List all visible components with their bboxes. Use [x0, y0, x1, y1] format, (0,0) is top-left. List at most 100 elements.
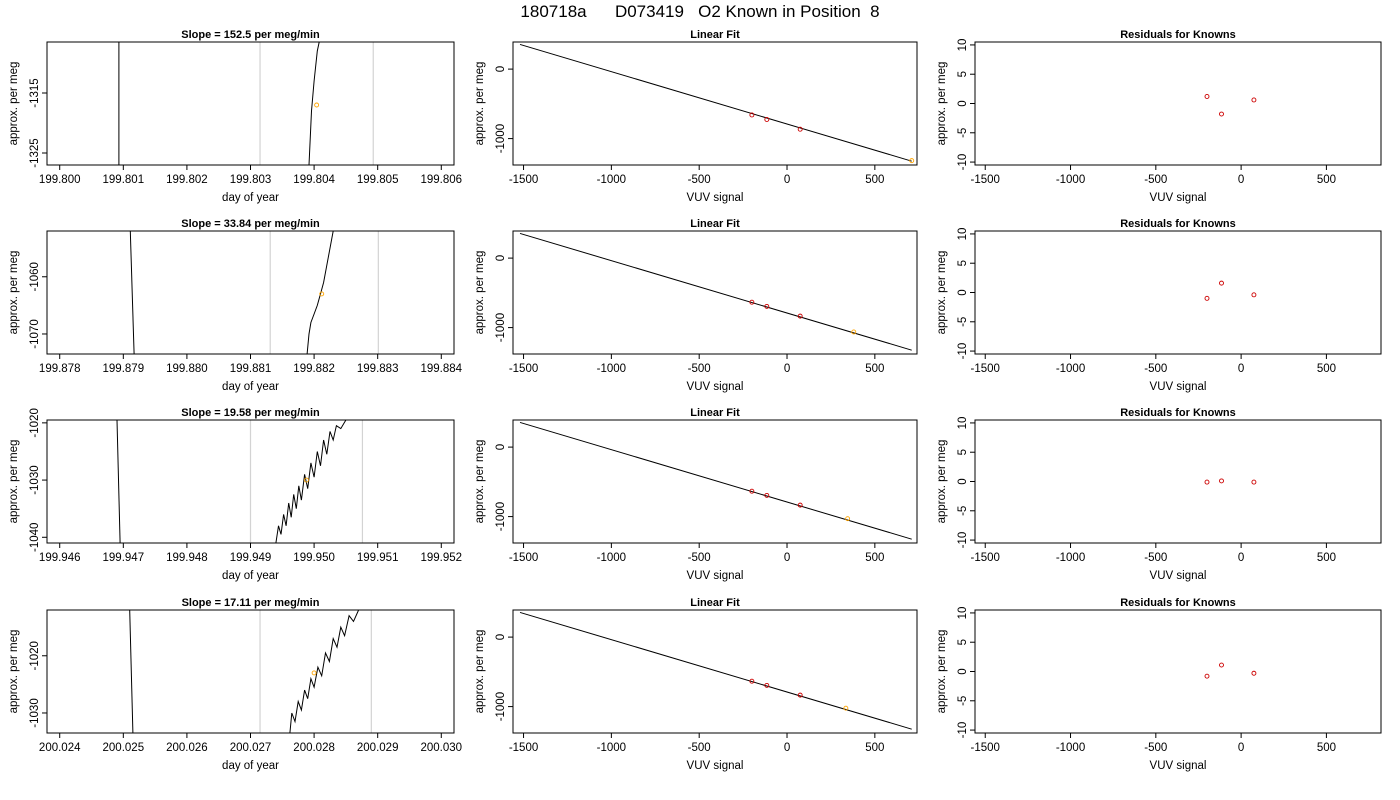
x-tick-label: 199.801: [103, 174, 145, 186]
y-tick-label: 0: [495, 255, 507, 261]
x-tick-label: 500: [1317, 742, 1336, 754]
x-tick-label: -1000: [597, 363, 626, 375]
y-tick-label: 0: [495, 634, 507, 640]
residual-point: [1251, 479, 1257, 485]
residual-point: [1251, 292, 1257, 298]
x-tick-label: -1000: [1056, 174, 1085, 186]
figure-title: 180718a D073419 O2 Known in Position 8: [520, 2, 880, 21]
plot-frame: [974, 419, 1382, 544]
x-axis-label: VUV signal: [687, 760, 744, 772]
plot-area: [519, 43, 915, 164]
y-tick-label: -1000: [495, 313, 507, 342]
known-point: [749, 299, 755, 305]
panel-resid-2: Residuals for Knowns -1500 -1000 -500 0 500 VU…: [936, 218, 1382, 393]
x-tick-label: -500: [688, 174, 711, 186]
known-point: [797, 502, 803, 508]
x-tick-label: -1500: [971, 363, 1000, 375]
panel-title: Slope = 152.5 per meg/min: [181, 29, 320, 41]
x-tick-label: -1000: [597, 552, 626, 564]
known-point: [749, 488, 755, 494]
y-tick-label: -10: [957, 722, 969, 739]
x-tick-label: -1000: [1056, 363, 1085, 375]
residual-point: [1204, 479, 1210, 485]
x-axis-label: day of year: [222, 570, 279, 582]
residual-point: [1204, 295, 1210, 301]
x-tick-label: 199.952: [420, 552, 462, 564]
residual-point: [1251, 670, 1257, 676]
panel-time-2: Slope = 33.84 per meg/min 199.878 199.879 1…: [8, 218, 463, 393]
x-axis-label: VUV signal: [1150, 192, 1207, 204]
fit-line: [519, 421, 912, 540]
x-tick-label: 199.804: [293, 174, 335, 186]
x-tick-label: 0: [1238, 742, 1244, 754]
x-tick-label: -500: [1144, 742, 1167, 754]
x-tick-label: 200.028: [293, 742, 335, 754]
x-tick-label: 500: [865, 174, 884, 186]
y-tick-label: -1070: [29, 319, 41, 348]
plot-area: [129, 610, 372, 733]
y-tick-label: -1030: [29, 698, 41, 727]
panel-fit-2: Linear Fit -1500 -1000 -500 0 500 VUV signal -1…: [474, 218, 918, 393]
y-tick-label: -1030: [29, 465, 41, 494]
panel-title: Slope = 17.11 per meg/min: [182, 597, 320, 609]
y-axis-label: approx. per meg: [8, 630, 20, 714]
y-axis-label: approx. per meg: [474, 62, 486, 146]
plot-frame: [512, 609, 918, 734]
x-tick-label: 199.948: [166, 552, 208, 564]
x-tick-label: 199.800: [39, 174, 81, 186]
plot-frame: [974, 609, 1382, 734]
plot-frame: [974, 41, 1382, 166]
y-tick-label: 10: [957, 417, 969, 430]
sample-point: [909, 158, 915, 164]
x-axis-label: VUV signal: [1150, 381, 1207, 393]
x-tick-label: 200.029: [357, 742, 399, 754]
plot-area: [118, 42, 374, 165]
signal-trace: [308, 42, 320, 165]
y-tick-label: -1000: [495, 502, 507, 531]
x-tick-label: 0: [1238, 174, 1244, 186]
y-axis-label: approx. per meg: [8, 251, 20, 335]
sample-point: [311, 670, 317, 676]
x-tick-label: 199.883: [357, 363, 399, 375]
y-tick-label: -1020: [29, 641, 41, 670]
known-point: [764, 117, 770, 122]
y-axis-label: approx. per meg: [8, 440, 20, 524]
x-axis-label: VUV signal: [687, 192, 744, 204]
x-tick-label: 200.027: [230, 742, 272, 754]
plot-frame: [46, 609, 455, 734]
x-axis-label: VUV signal: [687, 381, 744, 393]
signal-trace: [306, 231, 334, 354]
y-tick-label: 10: [957, 607, 969, 620]
y-tick-label: 5: [957, 260, 969, 266]
y-tick-label: -5: [957, 696, 969, 706]
x-tick-label: 500: [1317, 174, 1336, 186]
plot-area: [1204, 662, 1257, 679]
panel-title: Residuals for Knowns: [1120, 597, 1236, 609]
x-tick-label: -1500: [509, 363, 538, 375]
y-tick-label: 0: [957, 100, 969, 106]
x-tick-label: 199.805: [357, 174, 399, 186]
y-tick-label: 0: [957, 668, 969, 674]
y-tick-label: 5: [957, 639, 969, 645]
plot-area: [1204, 478, 1257, 485]
known-point: [797, 126, 803, 132]
panel-title: Linear Fit: [690, 597, 740, 609]
known-point: [764, 303, 770, 309]
y-axis-label: approx. per meg: [936, 440, 948, 524]
plot-frame: [974, 230, 1382, 355]
panel-fit-3: Linear Fit -1500 -1000 -500 0 500 VUV signal -1…: [474, 407, 918, 582]
y-tick-label: -5: [957, 128, 969, 138]
panel-title: Linear Fit: [690, 218, 740, 230]
plot-frame: [46, 230, 455, 355]
x-axis-label: VUV signal: [1150, 570, 1207, 582]
x-tick-label: 500: [865, 742, 884, 754]
x-tick-label: 200.026: [166, 742, 208, 754]
y-axis-label: approx. per meg: [474, 440, 486, 524]
x-tick-label: 199.946: [39, 552, 81, 564]
x-tick-label: -1500: [971, 552, 1000, 564]
y-tick-label: 5: [957, 449, 969, 455]
x-axis-label: day of year: [222, 760, 279, 772]
y-tick-label: -1000: [495, 692, 507, 721]
x-tick-label: 200.024: [39, 742, 81, 754]
x-tick-label: 199.949: [230, 552, 272, 564]
